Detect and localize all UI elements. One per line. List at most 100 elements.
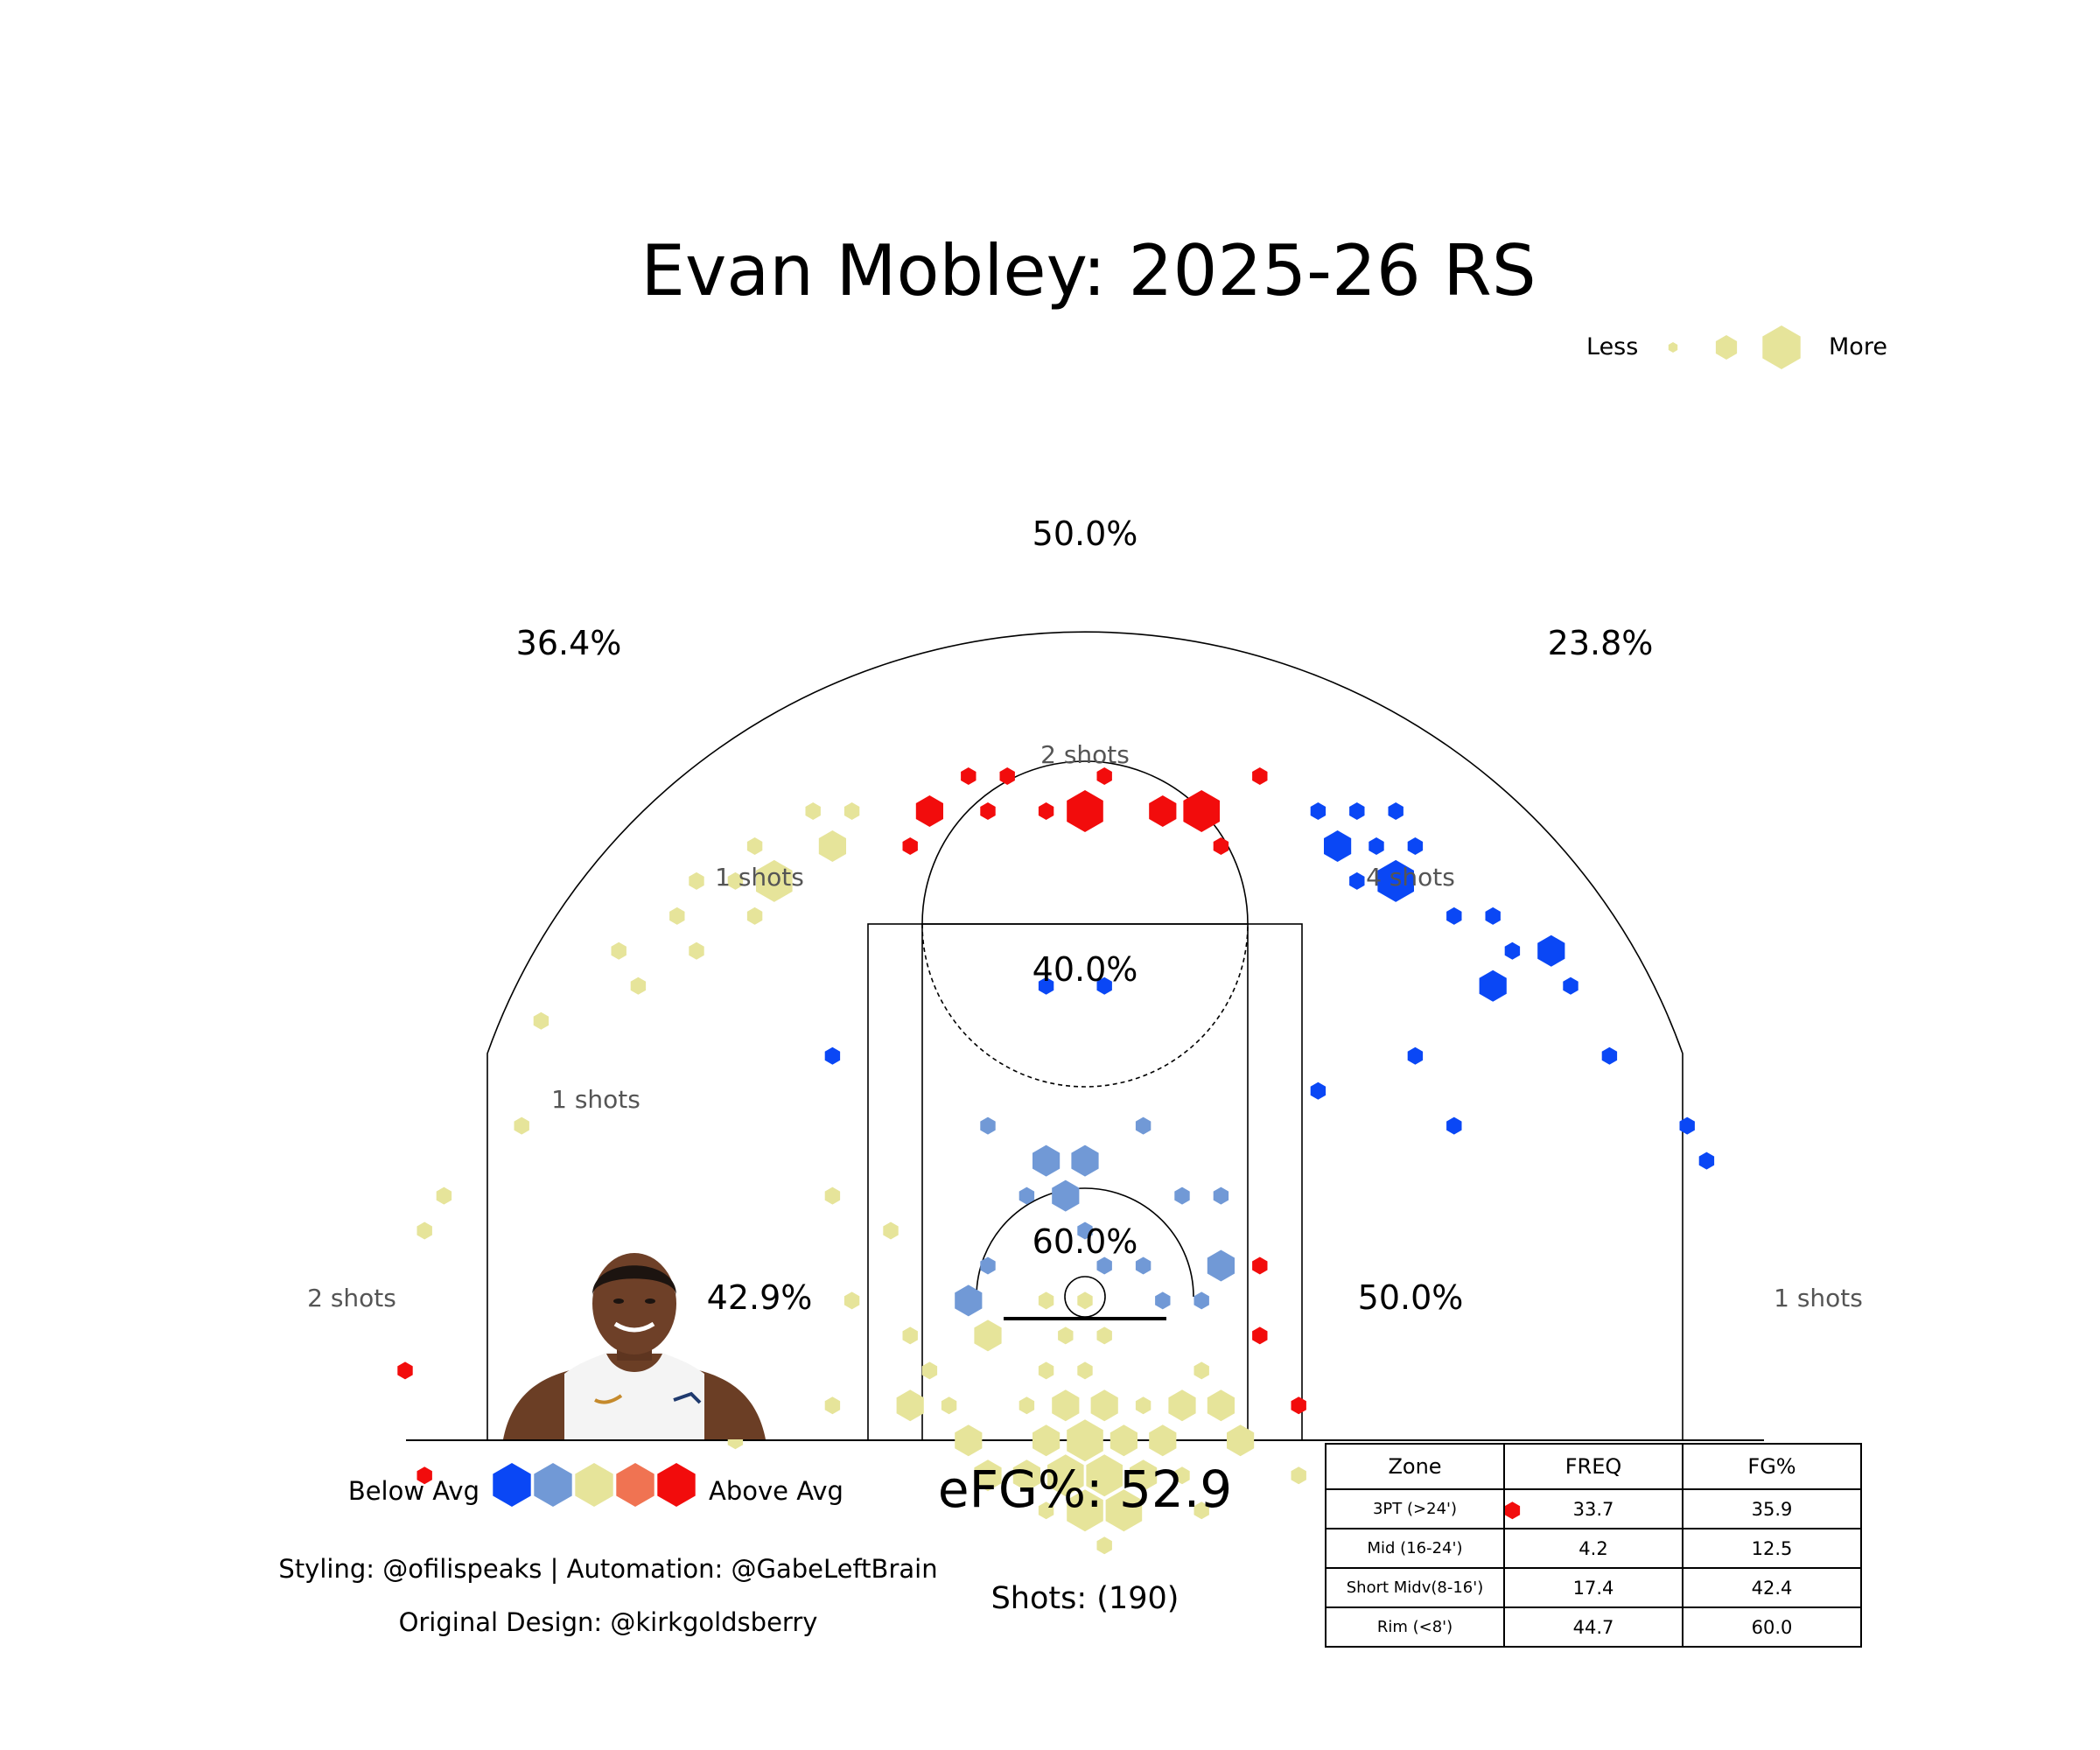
shot-hex [1213,1186,1229,1205]
shot-hex [1096,1536,1112,1555]
shot-hex [1174,1466,1190,1485]
table-row: Short Midv(8-16') 17.4 42.4 [1325,1567,1862,1608]
shot-hex [689,872,704,890]
zone-labels: 50.0% 36.4% 23.8% 2 shots 1 shots 4 shot… [307,514,1863,1317]
shot-hex [1601,1046,1618,1065]
table-cell-zone: Rim (<8') [1325,1606,1505,1648]
shot-hex [1446,906,1462,925]
shot-hex [1105,1489,1143,1532]
zone-label-left-short: 42.9% [707,1278,813,1317]
shot-hex [961,767,976,785]
shot-hex [1485,906,1501,925]
shot-hex [1377,859,1414,902]
size-legend-more: More [1829,333,1887,360]
shot-hex [1038,1292,1054,1310]
color-legend-hex [616,1463,654,1507]
shot-hex [824,1046,841,1065]
table-cell-freq: 17.4 [1503,1567,1684,1608]
zone-label-left-baseline: 1 shots [551,1085,640,1114]
shot-hex [1096,1256,1112,1275]
shot-hex [514,1116,529,1135]
shot-hex [1096,1326,1112,1345]
shot-hex [1388,802,1404,820]
shot-hex [1130,1460,1158,1492]
shot-hex [611,942,626,960]
shot-hex [533,1012,550,1030]
shot-hex [955,1424,983,1457]
shot-hex [941,1396,957,1415]
shot-hex [689,942,704,960]
shot-hex [1135,1116,1152,1135]
size-legend-hex-medium [1715,335,1738,360]
shot-hex [1349,872,1365,890]
shot-hex [1194,1292,1209,1310]
color-legend-hex [493,1463,531,1507]
shot-hex [805,802,821,820]
shot-hex [955,1284,983,1317]
shot-hex [1407,837,1424,855]
credit-design: Original Design: @kirkgoldsberry [399,1607,818,1637]
zone-label-paint: 40.0% [1032,950,1138,989]
shot-hex [883,1222,899,1240]
shot-hex [980,1116,996,1135]
shot-hex [1252,1326,1268,1345]
shot-hex [1407,1046,1424,1065]
table-cell-freq: 33.7 [1503,1488,1684,1530]
shot-hex [416,1466,432,1485]
shot-hex [1038,1502,1054,1520]
efg-value: eFG%: 52.9 [938,1460,1232,1519]
table-cell-fg: 12.5 [1682,1528,1862,1569]
table-cell-freq: 44.7 [1503,1606,1684,1648]
table-row: Rim (<8') 44.7 60.0 [1325,1606,1862,1648]
shot-hex [1252,767,1268,785]
shot-hex [915,795,943,827]
shot-hex [1047,1454,1084,1497]
size-legend-hex-small [1668,342,1678,353]
shot-hex [1052,1390,1080,1422]
shot-hex [1291,1466,1306,1485]
shot-hex [1368,837,1384,855]
free-throw-circle-top [921,760,1249,925]
shot-hex [1149,1424,1177,1457]
color-legend [493,1463,696,1507]
table-cell-zone: 3PT (>24') [1325,1488,1505,1530]
shot-hex [1194,1502,1209,1520]
hoop [1064,1276,1106,1318]
shot-hex [1679,1116,1695,1135]
shot-hex [1052,1180,1080,1212]
shot-hex [1135,1256,1152,1275]
color-legend-hex [534,1463,572,1507]
shot-hex [1504,942,1521,960]
three-point-line [486,631,1684,1440]
shot-hex [902,1326,918,1345]
chart-title: Evan Mobley: 2025-26 RS [640,230,1536,312]
free-throw-circle-bottom [921,923,1249,1088]
shot-hex [1349,802,1365,820]
shot-hex [1252,1256,1268,1275]
zone-label-right-corner: 1 shots [1774,1284,1863,1312]
table-cell-freq: 4.2 [1503,1528,1684,1569]
shot-hex [1086,1454,1123,1497]
zone-label-restricted: 60.0% [1032,1222,1138,1261]
shot-hex [1324,830,1352,862]
shot-hex [1090,1390,1118,1422]
zone-stats-table: Zone FREQ FG% 3PT (>24') 33.7 35.9 Mid (… [1325,1443,1862,1648]
shot-hex [844,802,860,820]
zone-label-top-key: 2 shots [1040,740,1130,769]
table-row: Mid (16-24') 4.2 12.5 [1325,1528,1862,1569]
shot-hex [1149,795,1177,827]
table-header-row: Zone FREQ FG% [1325,1443,1862,1490]
zone-label-right-elbow: 4 shots [1366,863,1455,892]
color-legend-hex [657,1463,696,1507]
shot-hex [1018,1186,1035,1205]
shot-hex [1038,1362,1054,1380]
shot-hex [1077,1222,1093,1240]
shot-hex [1291,1396,1306,1415]
zone-label-right-short: 50.0% [1358,1278,1464,1317]
shot-hex [1537,934,1565,967]
shot-hex [1310,1082,1326,1100]
table-header: FG% [1682,1443,1862,1490]
shot-hex [824,1396,841,1415]
shot-hex [1067,1489,1103,1532]
